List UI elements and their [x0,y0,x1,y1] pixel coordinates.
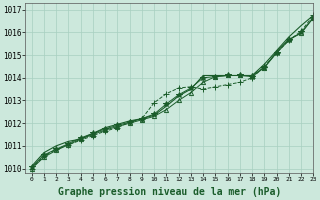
X-axis label: Graphe pression niveau de la mer (hPa): Graphe pression niveau de la mer (hPa) [58,187,281,197]
